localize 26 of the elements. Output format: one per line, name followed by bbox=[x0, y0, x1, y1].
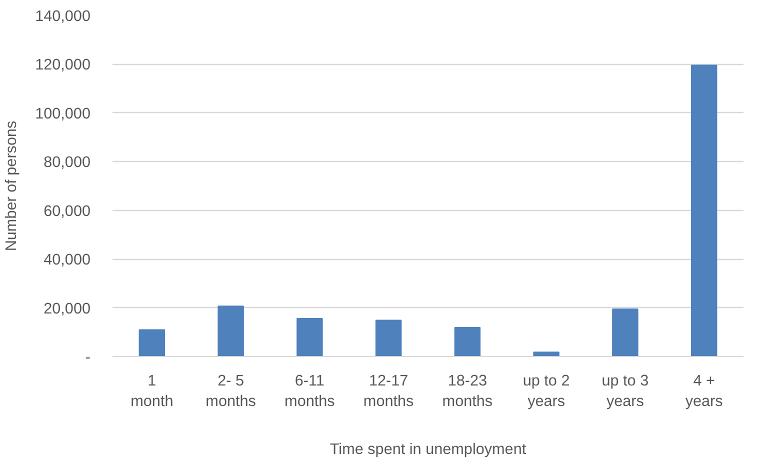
y-tick-label: 120,000 bbox=[35, 56, 91, 74]
y-tick-label: 40,000 bbox=[44, 252, 91, 269]
y-tick-label: 80,000 bbox=[44, 154, 91, 172]
bar bbox=[454, 327, 481, 356]
x-tick-label: 12-17 months bbox=[363, 372, 414, 410]
x-axis-title: Time spent in unemployment bbox=[330, 440, 527, 458]
y-axis-title: Number of persons bbox=[3, 120, 20, 252]
bar bbox=[533, 352, 560, 356]
bar bbox=[138, 329, 166, 356]
x-tick-label: 2- 5 months bbox=[206, 372, 256, 410]
x-tick-label: 18-23 months bbox=[442, 372, 493, 410]
x-tick-label: 4 + years bbox=[685, 372, 724, 410]
bar bbox=[296, 318, 323, 356]
y-tick-label: 60,000 bbox=[44, 202, 91, 220]
bar bbox=[690, 64, 718, 356]
x-tick-label: 6-11 months bbox=[284, 372, 336, 410]
y-tick-label: 140,000 bbox=[35, 8, 91, 25]
x-tick-label: 1 month bbox=[130, 372, 174, 410]
bar bbox=[612, 308, 638, 356]
bar bbox=[375, 320, 402, 356]
y-tick-label: - bbox=[85, 349, 91, 366]
y-tick-label: 20,000 bbox=[44, 300, 91, 318]
bar bbox=[218, 306, 244, 356]
y-tick-label: 100,000 bbox=[35, 105, 91, 122]
x-tick-label: up to 3 years bbox=[602, 372, 649, 410]
x-tick-label: up to 2 years bbox=[522, 372, 570, 410]
